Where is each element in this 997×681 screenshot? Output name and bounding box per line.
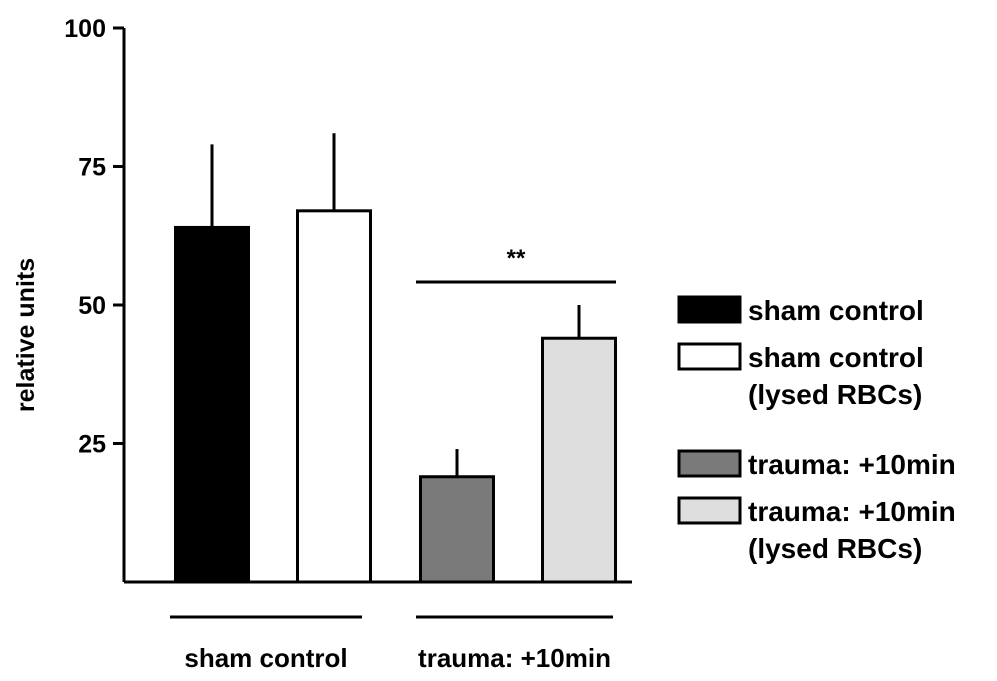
legend-swatch [677, 295, 742, 324]
legend-swatch [677, 449, 742, 478]
bar [296, 209, 372, 584]
annotation-layer: ** [416, 245, 616, 284]
legend: sham control sham control (lysed RBCs) trau… [677, 295, 956, 564]
legend-label: (lysed RBCs) [748, 533, 922, 564]
legend-swatch [677, 342, 742, 371]
y-tick-label: 25 [78, 431, 106, 459]
legend-label: sham control [748, 295, 924, 326]
legend-swatch [677, 496, 742, 525]
group-label: trauma: +10min [418, 643, 611, 673]
bar [419, 475, 495, 584]
significance-label: ** [507, 245, 526, 272]
group-label-layer: sham control trauma: +10min [170, 615, 613, 673]
bar [541, 336, 617, 584]
legend-label: (lysed RBCs) [748, 379, 922, 410]
legend-label: trauma: +10min [748, 496, 956, 527]
bar [174, 225, 250, 584]
group-label: sham control [184, 643, 347, 673]
y-tick-label: 75 [78, 154, 106, 182]
bars-layer [174, 133, 617, 584]
y-tick-label: 100 [64, 15, 106, 43]
y-tick-label: 50 [78, 292, 106, 320]
legend-label: trauma: +10min [748, 449, 956, 480]
y-axis-title: relative units [12, 258, 40, 412]
legend-label: sham control [748, 342, 924, 373]
